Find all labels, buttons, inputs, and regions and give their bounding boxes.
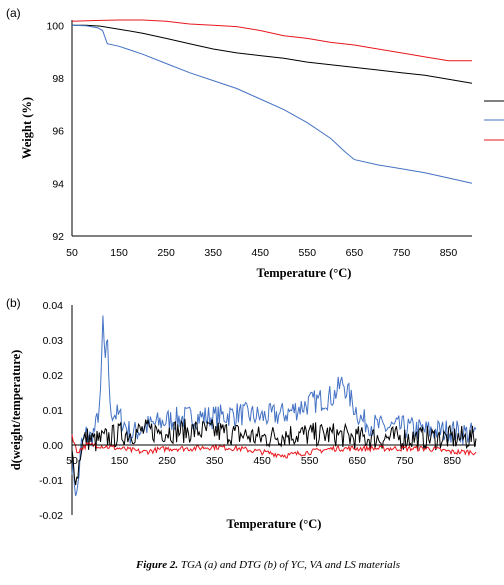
panel-a-x-tick-850: 850 [440,247,458,259]
panel-a-series-line-1 [72,24,473,84]
panel-a-x-tick-450: 450 [251,247,269,259]
panel-b-y-label: d(weight/temperature) [9,350,23,471]
panel-b-x-tick-650: 650 [348,455,366,467]
panel-b-y-tick-0-03: 0.03 [43,335,64,347]
panel-b-y-tick-0-02: 0.02 [43,370,64,382]
panel-b-series-line-1 [71,315,477,496]
panel-a-y-tick-98: 98 [52,73,64,85]
panel-b-x-tick-550: 550 [301,455,319,467]
figure-caption: Figure 2. TGA (a) and DTG (b) of YC, VA … [135,559,400,571]
panel-b-y-tick-0-02: -0.02 [39,510,63,522]
panel-a-series [71,19,473,184]
panel-b-x-ticks: 50 150 250 350 450 550 650 750 850 [66,455,461,467]
panel-b-x-tick-750: 750 [396,455,414,467]
panel-b-x-tick-850: 850 [443,455,461,467]
panel-b-series-line-3 [71,434,477,459]
panel-a-y-tick-96: 96 [52,126,64,138]
panel-b-series [71,315,477,496]
panel-b-x-tick-50: 50 [66,455,78,467]
panel-a-y-tick-92: 92 [52,231,64,243]
caption-text: TGA (a) and DTG (b) of YC, VA and LS mat… [178,559,400,571]
panel-a-x-tick-150: 150 [110,247,128,259]
panel-b-y-tick-0-04: 0.04 [43,300,64,312]
panel-b-y-tick-0-01: -0.01 [39,475,63,487]
panel-b-series-line-2 [71,418,477,486]
panel-a-x-tick-750: 750 [393,247,411,259]
panel-b-x-tick-250: 250 [158,455,176,467]
panel-a-y-label: Weight (%) [20,97,34,159]
panel-a-x-tick-50: 50 [66,247,78,259]
panel-a-series-line-2 [71,24,473,184]
panel-a-x-ticks: 50 150 250 350 450 550 650 750 850 [66,247,457,259]
panel-b-y-ticks: 0.04 0.03 0.02 0.01 0.00 -0.01 -0.02 [39,300,63,522]
panel-b-label: (b) [6,296,21,310]
panel-a-legend [484,100,504,141]
panel-a-y-tick-94: 94 [52,178,64,190]
panel-b-y-tick-0-00: 0.00 [43,440,64,452]
panel-a-y-tick-100: 100 [46,20,64,32]
panel-b-x-tick-150: 150 [111,455,129,467]
panel-b-x-tick-450: 450 [253,455,271,467]
panel-a-x-tick-250: 250 [157,247,175,259]
panel-a-x-label: Temperature (°C) [257,266,352,280]
panel-b: (b) 50 150 250 350 450 550 650 750 850 0.040.030… [6,296,477,531]
panel-a-x-tick-350: 350 [204,247,222,259]
panel-b-y-tick-0-01: 0.01 [43,405,64,417]
panel-a-x-tick-650: 650 [346,247,364,259]
panel-a-label: (a) [6,6,21,20]
panel-a-series-line-3 [71,19,472,62]
panel-b-x-tick-350: 350 [206,455,224,467]
panel-b-x-label: Temperature (°C) [227,517,322,531]
panel-a-y-ticks: 92 94 96 98 100 [46,20,64,243]
caption-prefix: Figure 2. [135,559,178,571]
panel-a: (a) 50 150 250 350 450 550 650 750 850 92 94 96 98 1… [6,6,504,280]
panel-a-x-tick-550: 550 [299,247,317,259]
